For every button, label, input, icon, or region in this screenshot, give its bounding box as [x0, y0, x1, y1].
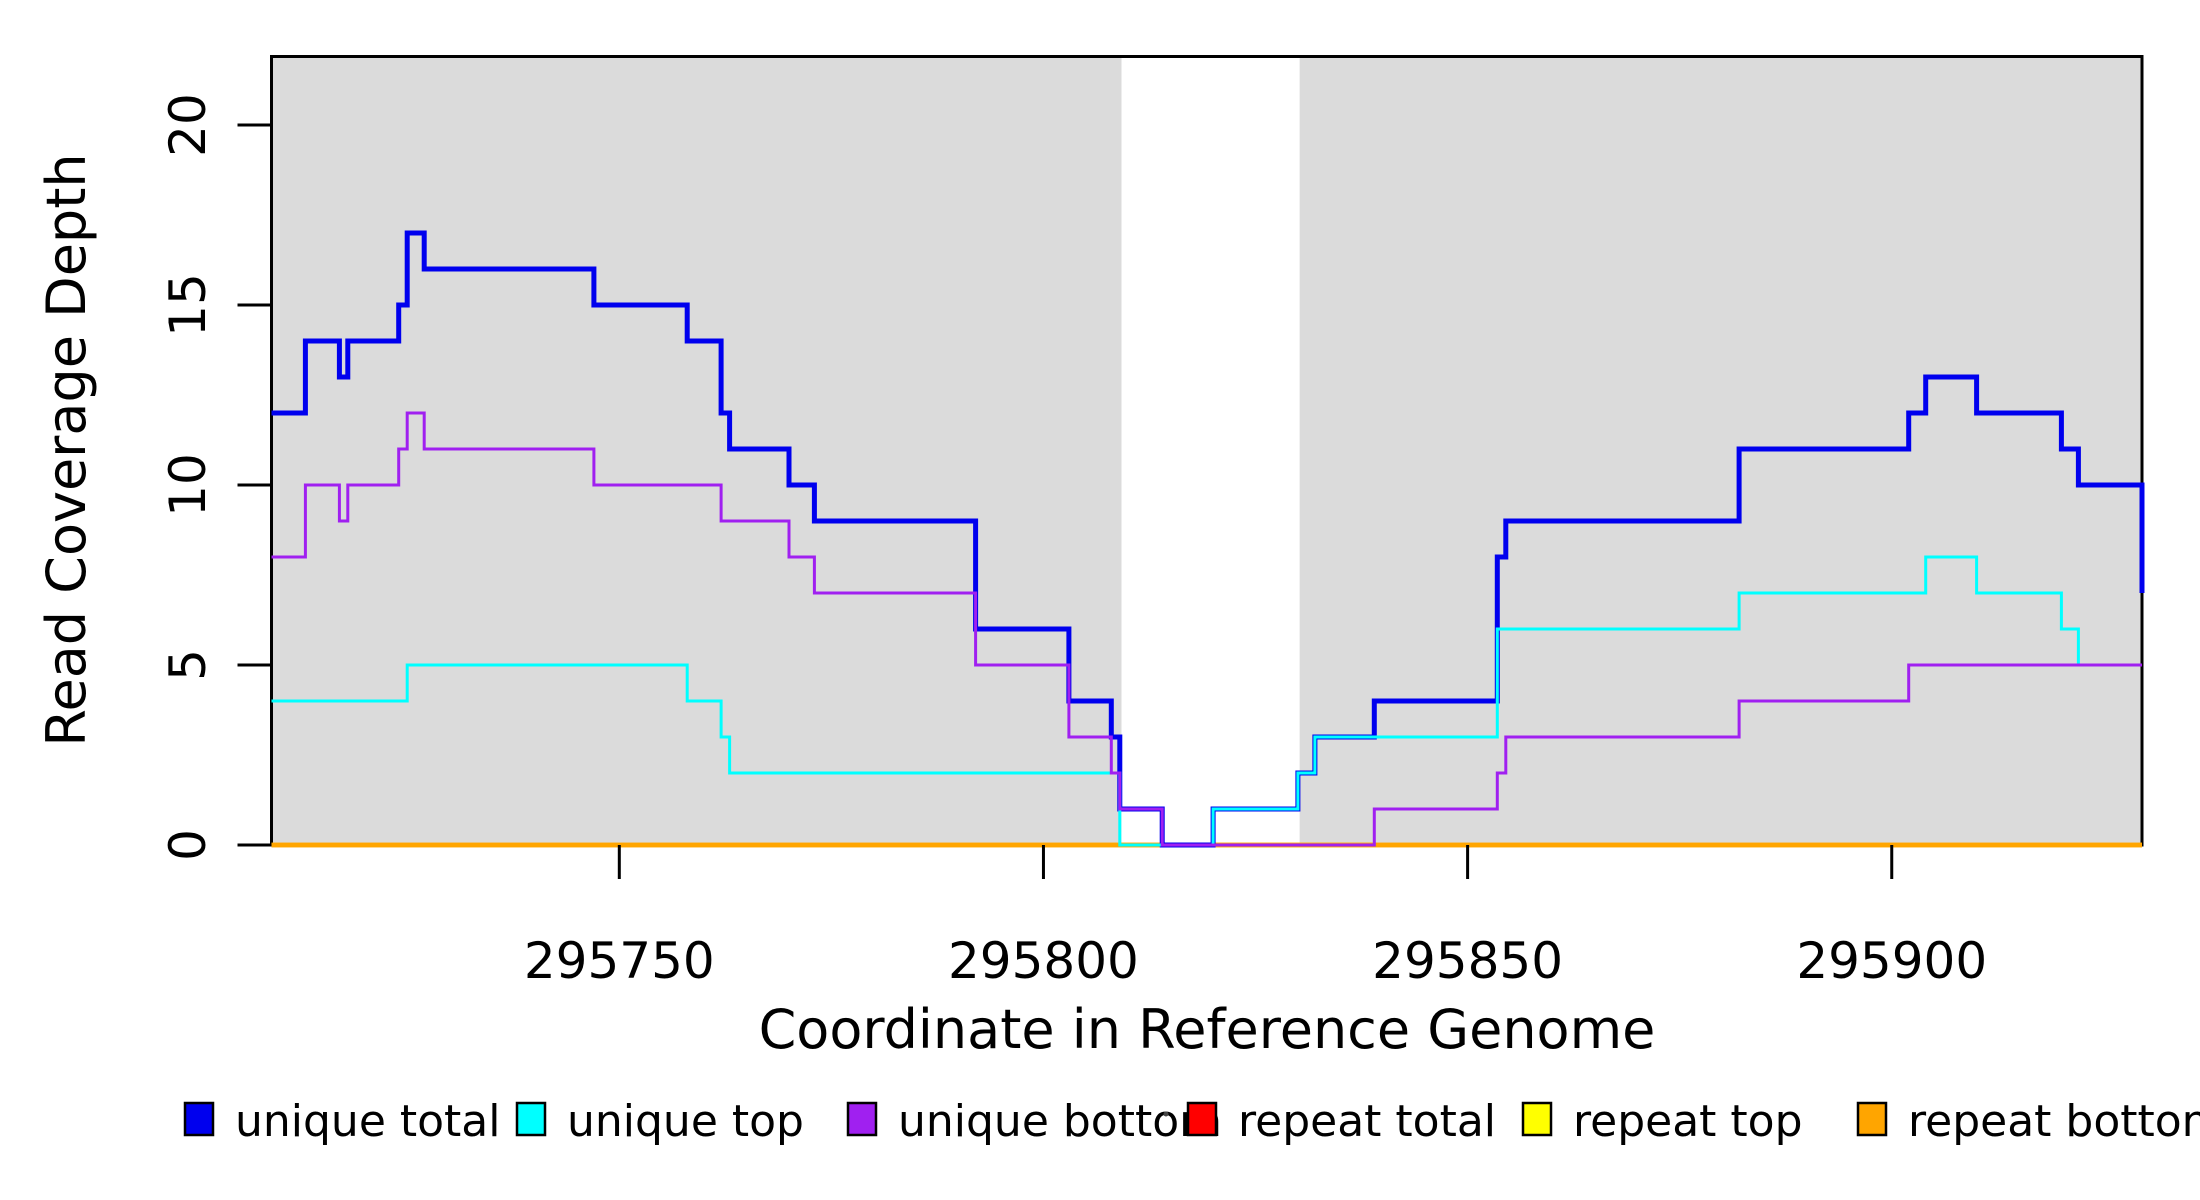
legend-label-repeat-top: repeat top: [1573, 1096, 1803, 1147]
x-axis-title: Coordinate in Reference Genome: [759, 998, 1656, 1061]
x-tick-label: 295900: [1796, 932, 1987, 990]
series-line-unique-top: [271, 555, 2142, 847]
legend-label-unique-total: unique total: [235, 1096, 500, 1147]
series-line-unique-bottom: [271, 411, 2142, 847]
legend-swatch-repeat-top: [1521, 1101, 1553, 1137]
legend-artifact-dot: [1163, 1111, 1169, 1117]
legend: unique total unique top unique bottom repea…: [183, 1096, 2200, 1147]
legend-label-unique-top: unique top: [567, 1096, 804, 1147]
y-tick-label: 10: [159, 453, 217, 517]
axis-layer: 295750 295800 295850 295900 0 5 10 15 20: [159, 93, 1987, 990]
legend-label-unique-bottom: unique bottom: [898, 1096, 1222, 1147]
y-axis-title: Read Coverage Depth: [35, 153, 98, 746]
shaded-region-right: [1299, 56, 2142, 845]
legend-label-repeat-bottom: repeat bottom: [1908, 1096, 2200, 1147]
series-layer: [271, 230, 2145, 848]
y-tick-label: 0: [159, 829, 217, 861]
x-tick-label: 295800: [948, 932, 1139, 990]
y-tick-label: 15: [159, 273, 217, 337]
legend-swatch-unique-top: [515, 1101, 547, 1137]
legend-swatch-repeat-total: [1186, 1101, 1218, 1137]
legend-label-repeat-total: repeat total: [1238, 1096, 1496, 1147]
legend-swatch-unique-total: [183, 1101, 215, 1137]
x-tick-label: 295750: [524, 932, 715, 990]
y-tick-label: 20: [159, 93, 217, 157]
shade-layer: [271, 56, 2142, 845]
shaded-region-left: [271, 56, 1122, 845]
x-tick-label: 295850: [1372, 932, 1563, 990]
legend-swatch-repeat-bottom: [1856, 1101, 1888, 1137]
y-tick-label: 5: [159, 649, 217, 681]
legend-swatch-unique-bottom: [846, 1101, 878, 1137]
